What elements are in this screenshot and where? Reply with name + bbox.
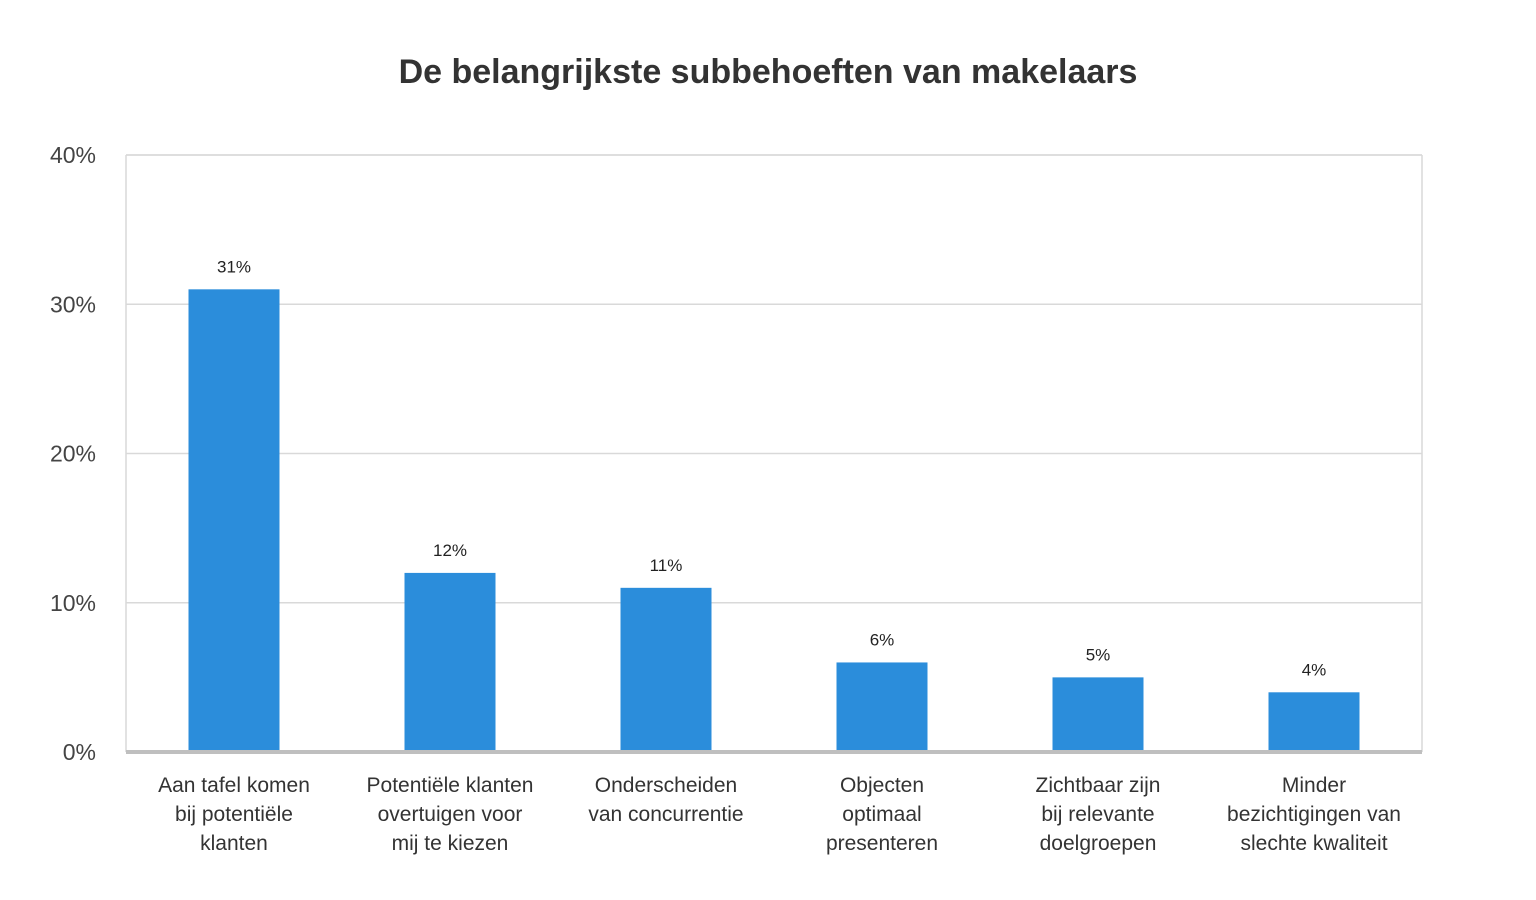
x-tick-label-line: van concurrentie	[588, 803, 743, 826]
x-tick-label-line: slechte kwaliteit	[1240, 832, 1387, 855]
y-tick-label: 40%	[50, 142, 96, 168]
x-tick-label: Zichtbaar zijn bij relevante doelgroepen	[1036, 774, 1161, 855]
x-tick-label-line: Minder	[1282, 774, 1346, 797]
x-tick-label: Potentiële klanten overtuigen voor mij te …	[367, 774, 534, 855]
chart-title: De belangrijkste subbehoeften van makela…	[399, 53, 1138, 91]
x-tick-label-line: Zichtbaar zijn	[1036, 774, 1161, 797]
x-tick-label-line: bij potentiële	[175, 803, 293, 826]
x-tick-label-line: overtuigen voor	[378, 803, 523, 826]
bar	[1052, 677, 1144, 750]
x-tick-label: Onderscheiden van concurrentie	[588, 774, 743, 826]
data-label: 5%	[1086, 645, 1111, 664]
x-tick-label-line: klanten	[200, 832, 268, 855]
x-tick-label-line: Potentiële klanten	[367, 774, 534, 797]
x-tick-label-line: Objecten	[840, 774, 924, 797]
x-tick-label-line: bij relevante	[1041, 803, 1154, 826]
bar	[1268, 692, 1360, 750]
x-tick-label: Minder bezichtigingen van slechte kwalitei…	[1227, 774, 1401, 855]
gridlines	[126, 154, 1422, 604]
x-tick-label-line: mij te kiezen	[392, 832, 509, 855]
bar	[188, 289, 280, 750]
y-tick-label: 0%	[63, 739, 96, 765]
x-tick-label-line: Aan tafel komen	[158, 774, 310, 797]
data-label: 12%	[433, 541, 467, 560]
labels: 0% 10% 20% 30% 40% 31% Aan tafel komen bij pote…	[50, 142, 1401, 855]
x-tick-label-line: presenteren	[826, 832, 938, 855]
x-tick-label-line: doelgroepen	[1040, 832, 1157, 855]
x-tick-label-line: bezichtigingen van	[1227, 803, 1401, 826]
x-tick-label: Aan tafel komen bij potentiële klanten	[158, 774, 310, 855]
y-tick-label: 20%	[50, 441, 96, 467]
x-tick-label: Objecten optimaal presenteren	[826, 774, 938, 855]
data-label: 6%	[870, 630, 895, 649]
x-tick-label-line: Onderscheiden	[595, 774, 737, 797]
data-label: 11%	[650, 556, 683, 575]
bar	[836, 662, 928, 750]
bar	[620, 587, 712, 750]
y-tick-label: 30%	[50, 291, 96, 317]
axes	[125, 154, 1423, 754]
data-label: 4%	[1302, 660, 1327, 679]
y-tick-label: 10%	[50, 590, 96, 616]
x-tick-label-line: optimaal	[842, 803, 921, 826]
bars	[188, 289, 1360, 750]
data-label: 31%	[217, 257, 251, 276]
bar	[404, 572, 496, 750]
